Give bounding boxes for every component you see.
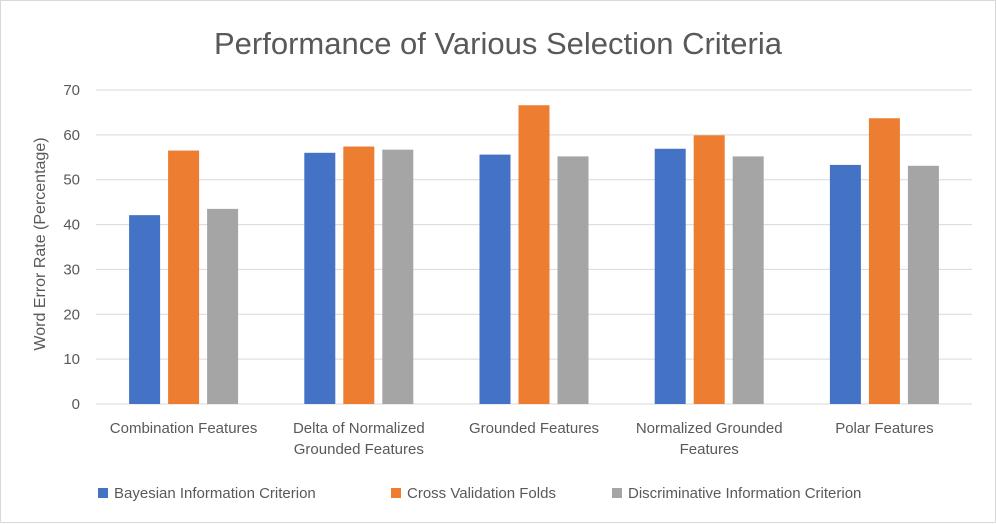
bar xyxy=(343,146,375,404)
y-tick-label: 30 xyxy=(63,261,80,278)
bar xyxy=(479,154,511,404)
y-tick-label: 10 xyxy=(63,351,80,368)
y-tick-label: 60 xyxy=(63,127,80,144)
bar xyxy=(557,156,589,404)
legend-label: Discriminative Information Criterion xyxy=(628,485,861,502)
x-category-label: Combination Features xyxy=(110,420,258,437)
bar xyxy=(304,152,336,404)
bar xyxy=(732,156,764,404)
y-axis-ticks: 0 10 20 30 40 50 60 70 xyxy=(63,82,80,413)
bar xyxy=(654,148,686,404)
bar xyxy=(207,208,239,404)
x-category-label: Polar Features xyxy=(835,420,933,437)
legend-swatch xyxy=(98,488,108,498)
x-category-label: Delta of Normalized xyxy=(293,420,425,437)
bar xyxy=(868,118,900,404)
x-category-label: Features xyxy=(680,441,739,458)
legend-swatch xyxy=(391,488,401,498)
bars xyxy=(129,105,939,404)
y-tick-label: 70 xyxy=(63,82,80,99)
bar xyxy=(693,135,725,404)
chart-title: Performance of Various Selection Criteri… xyxy=(214,26,783,61)
y-tick-label: 0 xyxy=(72,396,80,413)
bar xyxy=(907,165,939,404)
y-tick-label: 40 xyxy=(63,217,80,234)
legend-label: Bayesian Information Criterion xyxy=(114,485,316,502)
legend: Bayesian Information Criterion Cross Vali… xyxy=(98,485,861,502)
y-tick-label: 20 xyxy=(63,306,80,323)
y-tick-label: 50 xyxy=(63,172,80,189)
bar xyxy=(382,149,414,404)
y-axis-label: Word Error Rate (Percentage) xyxy=(32,137,49,350)
bar xyxy=(518,105,550,404)
bar xyxy=(129,215,161,404)
legend-swatch xyxy=(612,488,622,498)
x-category-label: Grounded Features xyxy=(294,441,424,458)
x-category-label: Grounded Features xyxy=(469,420,599,437)
bar xyxy=(168,150,200,404)
x-category-label: Normalized Grounded xyxy=(636,420,783,437)
legend-label: Cross Validation Folds xyxy=(407,485,556,502)
x-axis-categories: Combination Features Delta of Normalized G… xyxy=(110,420,934,458)
bar xyxy=(829,164,861,404)
